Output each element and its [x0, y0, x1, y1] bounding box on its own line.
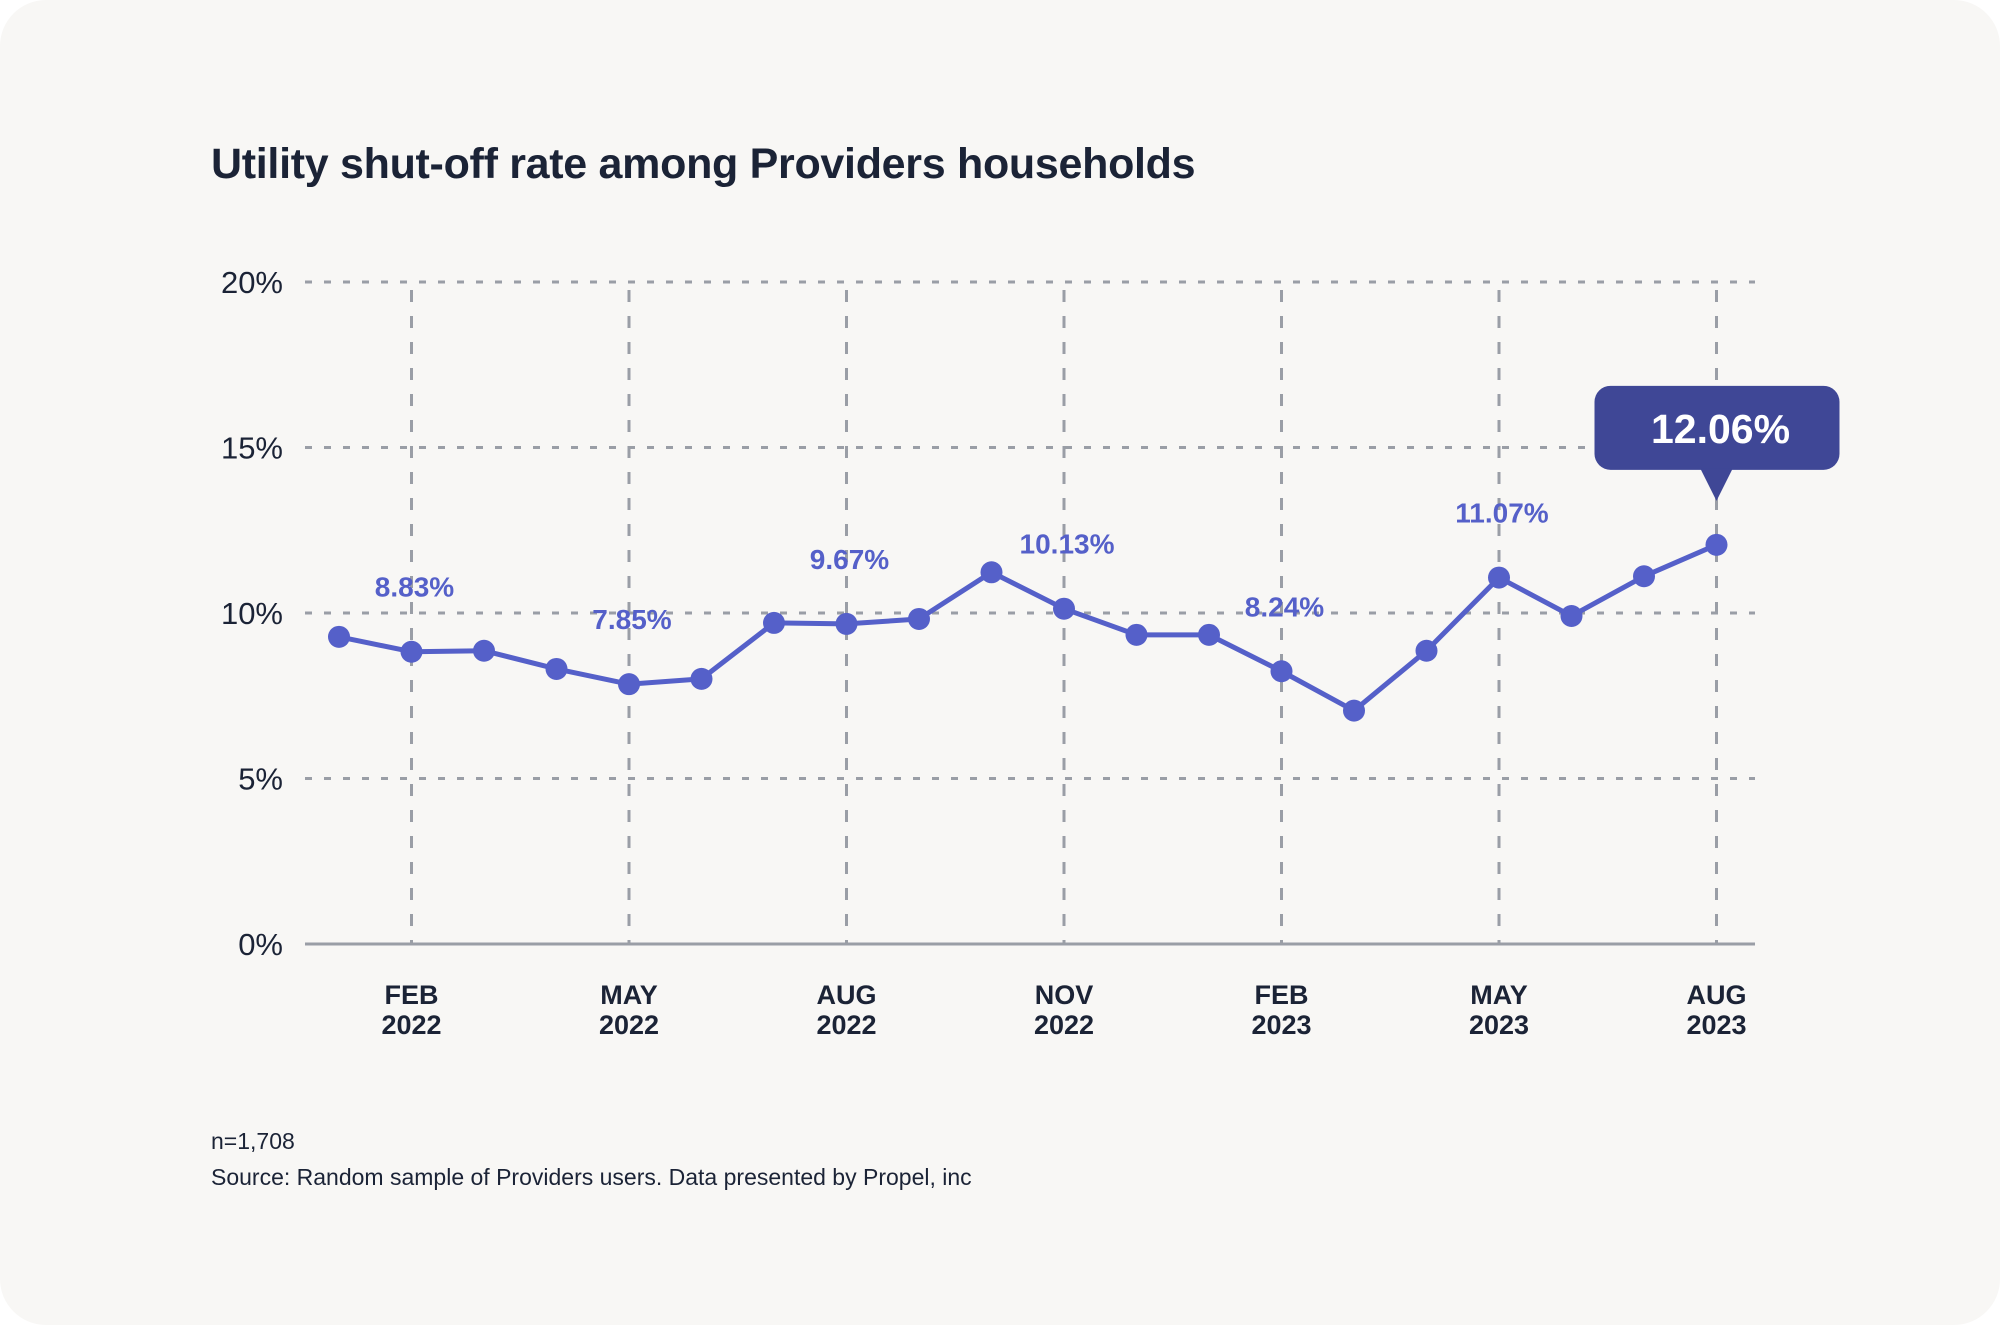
x-tick-year: 2022 — [381, 1010, 441, 1040]
x-tick-label: FEB 2022 — [381, 980, 441, 1040]
x-tick-month: MAY — [600, 980, 658, 1010]
x-tick-label: NOV 2022 — [1034, 980, 1094, 1040]
x-tick-label: MAY 2022 — [599, 980, 659, 1040]
data-point — [980, 561, 1003, 584]
data-point — [690, 667, 713, 690]
data-point — [1343, 699, 1365, 722]
y-tick-label: 10% — [221, 596, 283, 631]
x-tick-year: 2022 — [816, 1010, 876, 1040]
data-point — [835, 612, 858, 635]
callout-badge: 12.06% — [1594, 385, 1840, 501]
callout-box — [1594, 385, 1840, 470]
data-point — [1125, 623, 1148, 646]
data-labels: 8.83% 7.85% 9.67% 10.13% 8.24% 11.07% — [375, 498, 1549, 636]
data-label: 10.13% — [1020, 529, 1115, 560]
x-tick-year: 2023 — [1469, 1010, 1529, 1040]
data-label: 7.85% — [592, 604, 671, 635]
data-label: 8.24% — [1245, 591, 1324, 622]
horizontal-gridlines — [305, 280, 1755, 780]
y-tick-label: 5% — [238, 762, 283, 797]
x-tick-year: 2023 — [1686, 1010, 1746, 1040]
data-label: 11.07% — [1455, 498, 1549, 529]
x-tick-month: NOV — [1035, 980, 1094, 1010]
series-line — [338, 542, 1718, 714]
x-tick-label: AUG 2022 — [816, 980, 876, 1040]
x-tick-month: FEB — [1255, 980, 1309, 1010]
y-axis-ticks: 0% 5% 10% 15% 20% — [221, 265, 283, 962]
y-tick-label: 15% — [221, 431, 283, 466]
data-point — [1198, 623, 1220, 646]
data-point — [1705, 533, 1728, 556]
data-point — [1053, 597, 1075, 620]
data-point — [328, 625, 350, 648]
data-point — [545, 657, 568, 680]
chart-title: Utility shut-off rate among Providers ho… — [211, 140, 1196, 188]
data-point — [1270, 660, 1293, 683]
sample-size-note: n=1,708 — [211, 1128, 295, 1154]
x-tick-month: AUG — [1687, 980, 1747, 1010]
data-label: 9.67% — [810, 544, 889, 575]
x-tick-month: AUG — [817, 980, 877, 1010]
data-point — [618, 673, 640, 696]
x-tick-year: 2022 — [599, 1010, 659, 1040]
data-point — [1560, 604, 1583, 627]
x-tick-month: FEB — [385, 980, 439, 1010]
data-point — [473, 639, 495, 662]
x-tick-label: AUG 2023 — [1686, 980, 1746, 1040]
data-point — [1415, 639, 1438, 662]
x-tick-label: MAY 2023 — [1469, 980, 1529, 1040]
x-tick-year: 2022 — [1034, 1010, 1094, 1040]
source-note: Source: Random sample of Providers users… — [211, 1164, 972, 1190]
data-point — [1488, 566, 1510, 589]
data-point — [400, 640, 423, 663]
x-tick-year: 2023 — [1251, 1010, 1311, 1040]
callout-pointer — [1700, 468, 1733, 501]
x-tick-label: FEB 2023 — [1251, 980, 1311, 1040]
series-points — [328, 533, 1728, 722]
callout-value: 12.06% — [1651, 406, 1790, 452]
data-point — [763, 611, 785, 634]
y-tick-label: 20% — [221, 265, 283, 300]
data-point — [1633, 565, 1655, 588]
x-tick-month: MAY — [1470, 980, 1528, 1010]
data-label: 8.83% — [375, 572, 454, 603]
data-point — [908, 607, 930, 630]
y-tick-label: 0% — [238, 927, 283, 962]
